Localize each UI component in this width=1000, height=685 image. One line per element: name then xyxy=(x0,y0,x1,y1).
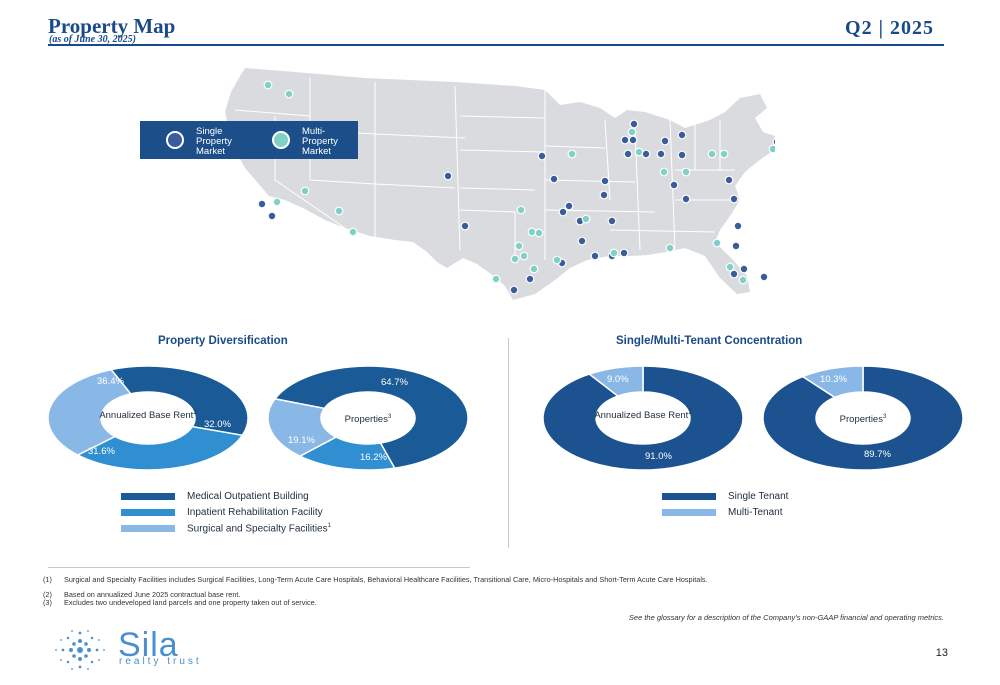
legend-label-wrap: Surgical and Specialty Facilities1 xyxy=(187,523,331,534)
footnote-number: (1) xyxy=(43,575,52,584)
segment-label: 31.6% xyxy=(88,446,115,457)
abr-diversification-center: Annualized Base Rent2 xyxy=(98,408,198,421)
donut-segment xyxy=(273,365,469,469)
logo-tagline: realty trust xyxy=(119,656,202,667)
map-legend: Single Property Market Multi-Property Ma… xyxy=(140,121,358,159)
center-label-sup: 2 xyxy=(193,410,197,416)
page-number: 13 xyxy=(935,647,948,659)
us-landmass xyxy=(225,68,775,300)
segment-label: 36.4% xyxy=(97,376,124,387)
properties-diversification-center: Properties3 xyxy=(318,412,418,425)
legend-label: Single Tenant xyxy=(728,491,789,502)
sila-logo-icon xyxy=(55,630,105,670)
footnote-text: Excludes two undeveloped land parcels an… xyxy=(64,598,317,607)
center-label-text: Properties xyxy=(839,414,883,426)
segment-label: 16.2% xyxy=(360,452,387,463)
center-label-sup: 3 xyxy=(882,414,887,420)
header-rule xyxy=(48,44,944,46)
legend-swatch xyxy=(662,493,716,500)
footnote-number: (3) xyxy=(43,598,52,607)
donut-segment xyxy=(267,398,338,457)
abr-diversification-donut xyxy=(47,365,249,471)
segment-label: 32.0% xyxy=(204,419,231,430)
page-subtitle: (as of June 30, 2025) xyxy=(49,34,136,45)
center-label-sup: 3 xyxy=(387,414,392,420)
center-label-sup: 2 xyxy=(688,410,692,416)
legend-swatch xyxy=(121,493,175,500)
logo-name: Sila xyxy=(118,626,179,664)
tenant-concentration-title: Single/Multi-Tenant Concentration xyxy=(616,335,803,347)
legend-swatch xyxy=(662,509,716,516)
segment-label: 64.7% xyxy=(381,377,408,388)
single-property-legend-dot xyxy=(166,131,184,149)
segment-label: 19.1% xyxy=(288,435,315,446)
properties-concentration-center: Properties3 xyxy=(813,412,913,425)
legend-label: Inpatient Rehabilitation Facility xyxy=(187,507,323,518)
donut-segment xyxy=(47,368,133,456)
donut-segment xyxy=(109,365,249,437)
donut-segment xyxy=(76,425,244,471)
single-property-markers xyxy=(257,119,775,295)
footnote-number: (2) xyxy=(43,590,52,599)
footnote-rule xyxy=(48,567,470,568)
segment-label: 9.0% xyxy=(607,374,629,385)
legend-label: Surgical and Specialty Facilities xyxy=(187,523,328,535)
segment-label: 10.3% xyxy=(820,374,847,385)
section-divider xyxy=(508,338,509,548)
center-label-text: Properties xyxy=(344,414,388,426)
us-property-map xyxy=(225,68,775,300)
footnote-text: Based on annualized June 2025 contractua… xyxy=(64,590,241,599)
legend-label: Multi-Tenant xyxy=(728,507,783,518)
multi-property-markers xyxy=(263,80,775,285)
footnote-text: Surgical and Specialty Facilities includ… xyxy=(64,575,708,584)
footnote-2: (2) Based on annualized June 2025 contra… xyxy=(43,591,943,599)
quarter-label: Q2 | 2025 xyxy=(845,17,934,39)
abr-concentration-center: Annualized Base Rent2 xyxy=(593,408,693,421)
center-label-text: Annualized Base Rent xyxy=(594,410,689,422)
properties-diversification-donut xyxy=(267,365,469,471)
center-label-text: Annualized Base Rent xyxy=(99,410,194,422)
segment-label: 89.7% xyxy=(864,449,891,460)
donut-segment xyxy=(587,365,644,397)
page-title: Property Map xyxy=(48,14,176,38)
donut-segment xyxy=(542,365,744,471)
single-property-legend-label: Single Property Market xyxy=(196,126,232,157)
properties-concentration-donut xyxy=(762,365,964,471)
footnote-1: (1) Surgical and Specialty Facilities in… xyxy=(43,576,943,592)
donut-segment xyxy=(762,365,964,471)
legend-label-sup: 1 xyxy=(327,523,331,529)
multi-property-legend-dot xyxy=(272,131,290,149)
segment-label: 91.0% xyxy=(645,451,672,462)
property-diversification-title: Property Diversification xyxy=(158,335,288,347)
glossary-note: See the glossary for a description of th… xyxy=(628,613,944,622)
multi-property-legend-label: Multi-Property Market xyxy=(302,126,338,157)
legend-swatch xyxy=(121,509,175,516)
footnote-3: (3) Excludes two undeveloped land parcel… xyxy=(43,599,943,607)
legend-label: Medical Outpatient Building xyxy=(187,491,309,502)
donut-segment xyxy=(801,365,864,399)
legend-swatch xyxy=(121,525,175,532)
abr-concentration-donut xyxy=(542,365,744,471)
